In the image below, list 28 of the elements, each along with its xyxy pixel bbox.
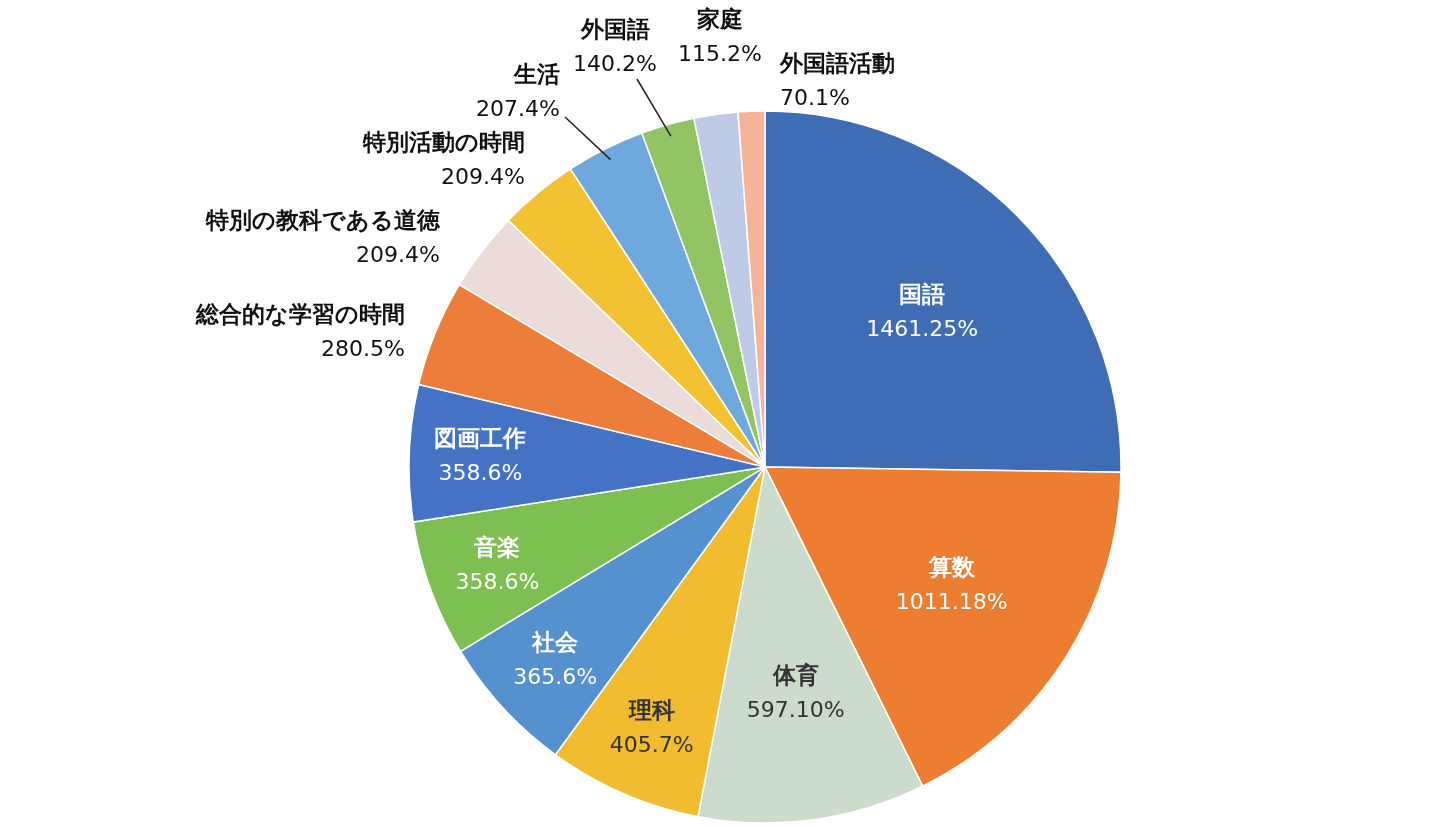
slice-label: 外国語活動 xyxy=(779,50,895,76)
slice-label: 算数 xyxy=(927,553,976,580)
slice-label: 図画工作 xyxy=(434,424,527,451)
data-label: 358.6% xyxy=(455,568,540,594)
slice-label: 音楽 xyxy=(473,533,521,560)
slice-label: 国語 xyxy=(899,281,946,308)
data-label: 597.10% xyxy=(746,696,845,722)
data-label: 405.7% xyxy=(609,732,694,758)
slice-label: 家庭 xyxy=(696,6,743,32)
slice-label: 生活 xyxy=(513,61,560,87)
slice-label: 理科 xyxy=(627,697,675,724)
data-label: 140.2% xyxy=(573,51,657,76)
slice-label: 総合的な学習の時間 xyxy=(195,301,405,327)
data-label: 1461.25% xyxy=(866,316,979,342)
slice-label: 特別の教科である道徳 xyxy=(205,207,441,233)
slice-label: 社会 xyxy=(531,628,579,655)
data-label: 209.4% xyxy=(441,164,525,189)
data-label: 115.2% xyxy=(678,41,762,66)
data-label: 365.6% xyxy=(513,663,598,689)
slice-label: 特別活動の時間 xyxy=(362,129,525,155)
data-label: 70.1% xyxy=(780,85,850,110)
data-label: 358.6% xyxy=(438,459,523,485)
slice-label: 体育 xyxy=(771,661,819,688)
data-label: 207.4% xyxy=(476,96,560,121)
data-label: 280.5% xyxy=(321,336,405,361)
slice-label: 外国語 xyxy=(579,16,650,42)
data-label: 209.4% xyxy=(356,242,440,267)
data-label: 1011.18% xyxy=(895,588,1008,614)
